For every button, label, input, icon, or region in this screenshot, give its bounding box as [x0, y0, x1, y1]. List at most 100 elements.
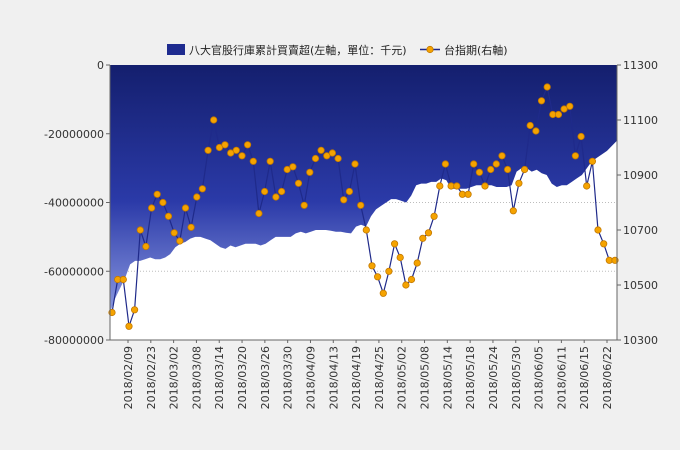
axes: 0 -20000000 -40000000 -60000000 -80000000 113…	[44, 59, 658, 409]
x-tick-label: 2018/05/14	[441, 346, 454, 409]
line-marker	[351, 160, 359, 168]
right-tick-label: 10900	[623, 169, 658, 182]
line-marker	[543, 83, 551, 91]
line-marker	[402, 281, 410, 289]
line-marker	[453, 182, 461, 190]
x-tick-label: 2018/04/25	[373, 346, 386, 409]
line-marker	[600, 240, 608, 248]
line-marker	[464, 190, 472, 198]
x-tick-label: 2018/03/20	[236, 346, 249, 409]
line-marker	[306, 168, 314, 176]
line-marker	[277, 187, 286, 196]
line-marker	[249, 157, 257, 165]
line-marker	[373, 273, 382, 281]
left-tick-label: -80000000	[44, 334, 104, 347]
line-marker	[317, 146, 325, 154]
line-marker	[244, 141, 252, 149]
line-marker	[334, 154, 342, 163]
x-tick-label: 2018/03/08	[190, 346, 203, 409]
line-marker	[583, 182, 591, 190]
left-tick-label: 0	[97, 59, 104, 72]
line-marker	[436, 182, 444, 190]
line-marker	[300, 201, 308, 209]
line-marker	[170, 229, 178, 237]
x-tick-label: 2018/05/24	[487, 346, 500, 409]
line-marker	[136, 226, 144, 234]
line-marker	[571, 152, 580, 160]
line-marker	[520, 165, 529, 174]
line-marker	[131, 306, 139, 314]
left-tick-label: -60000000	[44, 265, 104, 278]
line-marker	[379, 289, 387, 297]
line-marker	[503, 165, 512, 174]
line-marker	[385, 267, 393, 275]
line-marker	[362, 226, 370, 234]
line-marker	[181, 204, 190, 212]
x-tick-label: 2018/05/30	[510, 346, 523, 409]
line-marker	[413, 259, 421, 267]
line-marker	[204, 146, 212, 154]
line-marker	[210, 116, 218, 124]
x-tick-label: 2018/04/13	[327, 346, 340, 409]
line-marker	[509, 207, 517, 215]
legend-area-swatch	[167, 44, 185, 55]
right-tick-label: 10300	[623, 334, 658, 347]
line-marker	[498, 152, 506, 160]
line-marker	[407, 275, 416, 284]
x-tick-label: 2018/04/09	[304, 346, 317, 409]
x-tick-label: 2018/03/14	[213, 346, 226, 409]
left-tick-label: -20000000	[44, 128, 104, 141]
line-marker	[577, 132, 585, 141]
line-marker	[311, 154, 320, 163]
line-marker	[424, 229, 433, 237]
line-marker	[294, 179, 303, 187]
line-marker	[260, 187, 269, 196]
x-tick-label: 2018/03/30	[282, 346, 295, 409]
line-marker	[390, 240, 399, 248]
line-marker	[487, 165, 495, 174]
right-tick-label: 11300	[623, 59, 658, 72]
line-marker	[283, 165, 291, 174]
x-tick-label: 2018/05/02	[396, 346, 409, 409]
right-tick-label: 10700	[623, 224, 658, 237]
line-marker	[198, 185, 206, 193]
area-series	[110, 65, 617, 313]
line-marker	[554, 110, 563, 119]
line-markers	[108, 83, 619, 330]
right-tick-label: 10500	[623, 279, 658, 292]
line-marker	[515, 179, 523, 187]
line-marker	[176, 237, 184, 245]
line-marker	[215, 143, 223, 152]
line-marker	[119, 275, 127, 284]
line-marker	[594, 226, 602, 234]
legend-area-label: 八大官股行庫累計買賣超(左軸，單位：千元)	[189, 43, 407, 57]
legend-marker	[426, 45, 434, 54]
x-tick-label: 2018/06/05	[533, 346, 546, 409]
x-tick-label: 2018/06/11	[555, 346, 568, 409]
line-marker	[526, 121, 534, 130]
line-marker	[227, 149, 235, 157]
line-marker	[430, 212, 438, 220]
line-marker	[142, 242, 150, 251]
line-marker	[475, 168, 483, 176]
line-marker	[232, 146, 240, 154]
line-marker	[441, 160, 449, 168]
line-marker	[193, 193, 201, 201]
line-marker	[266, 157, 274, 165]
left-tick-label: -40000000	[44, 197, 104, 210]
line-marker	[328, 149, 336, 157]
line-marker	[272, 193, 280, 201]
line-marker	[289, 163, 297, 171]
right-tick-label: 11100	[623, 114, 658, 127]
x-tick-label: 2018/02/09	[122, 346, 135, 409]
x-tick-label: 2018/05/08	[419, 346, 432, 409]
line-marker	[492, 160, 500, 168]
line-marker	[164, 212, 173, 220]
line-marker	[481, 182, 489, 190]
x-tick-label: 2018/03/02	[168, 346, 181, 409]
x-tick-label: 2018/06/15	[578, 346, 591, 409]
line-marker	[125, 322, 133, 330]
line-marker	[159, 198, 167, 207]
line-marker	[537, 97, 546, 105]
